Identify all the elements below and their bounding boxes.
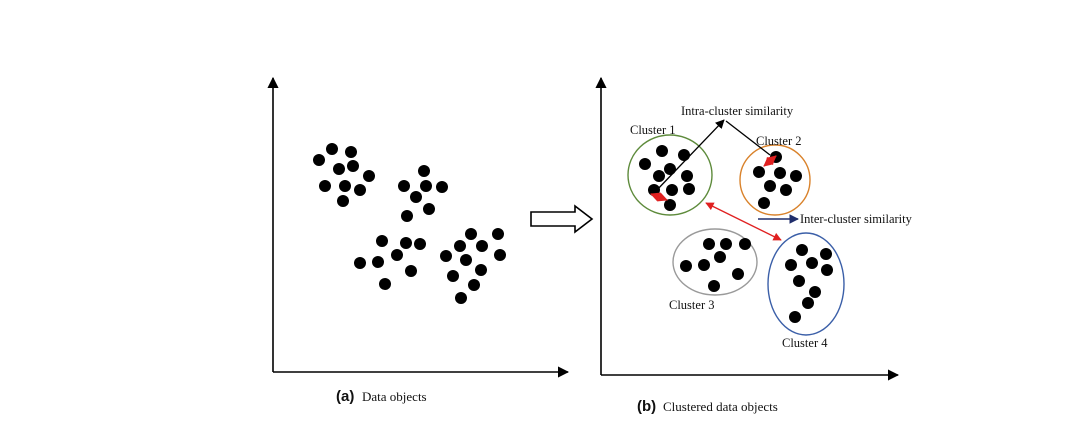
cluster-4-outline: [767, 232, 845, 336]
panel-a: (a) Data objects: [267, 76, 570, 405]
inter-cluster-label: Inter-cluster similarity: [800, 212, 913, 226]
cluster-1-label: Cluster 1: [630, 123, 675, 137]
panel-a-point-4: [333, 163, 345, 175]
panel-b-point-2: [678, 149, 690, 161]
panel-a-point-24: [405, 265, 417, 277]
panel-b-point-21: [714, 251, 726, 263]
panel-a-point-14: [436, 181, 448, 193]
panel-b-point-3: [639, 158, 651, 170]
panel-b-point-30: [821, 264, 833, 276]
panel-b-caption-text: Clustered data objects: [663, 399, 778, 414]
panel-a-point-21: [391, 249, 403, 261]
panel-a-point-19: [400, 237, 412, 249]
panel-a-caption-letter: (a): [336, 388, 354, 405]
panel-b-axes: [595, 76, 900, 381]
intra-distance-marker-cluster-2: [763, 155, 777, 167]
intra-connector-cluster-1: [654, 119, 725, 193]
panel-a-point-20: [414, 238, 426, 250]
panel-a-point-10: [337, 195, 349, 207]
panel-a-point-22: [354, 257, 366, 269]
panel-b-point-32: [809, 286, 821, 298]
panel-a-point-9: [354, 184, 366, 196]
panel-b-point-22: [698, 259, 710, 271]
panel-b-point-15: [764, 180, 776, 192]
panel-a-point-12: [398, 180, 410, 192]
panel-b-point-14: [790, 170, 802, 182]
panel-a-point-3: [345, 146, 357, 158]
panel-b-point-31: [793, 275, 805, 287]
panel-b-point-25: [708, 280, 720, 292]
panel-a-point-31: [440, 250, 452, 262]
cluster-3-label: Cluster 3: [669, 298, 714, 312]
panel-b-point-17: [758, 197, 770, 209]
cluster-2-label: Cluster 2: [756, 134, 801, 148]
panel-a-axes: [267, 76, 570, 378]
intra-cluster-connectors: [654, 119, 771, 193]
panel-a-point-8: [339, 180, 351, 192]
panel-a-point-25: [379, 278, 391, 290]
intra-cluster-label: Intra-cluster similarity: [681, 104, 794, 118]
panel-a-point-7: [319, 180, 331, 192]
panel-a-point-23: [372, 256, 384, 268]
panel-b-point-28: [785, 259, 797, 271]
panel-a-caption-text: Data objects: [362, 389, 427, 404]
panel-a-point-30: [494, 249, 506, 261]
panel-a-point-16: [423, 203, 435, 215]
panel-b-point-7: [648, 184, 660, 196]
panel-b-point-23: [680, 260, 692, 272]
inter-cluster-double-arrow: [705, 202, 782, 241]
panel-b-point-27: [820, 248, 832, 260]
panel-a-point-13: [420, 180, 432, 192]
panel-b-point-5: [681, 170, 693, 182]
panel-b-point-1: [656, 145, 668, 157]
panel-a-point-34: [447, 270, 459, 282]
panel-a-point-1: [326, 143, 338, 155]
panel-b-point-10: [664, 199, 676, 211]
panel-b-point-20: [739, 238, 751, 250]
panel-b-point-9: [683, 183, 695, 195]
panel-a-point-32: [460, 254, 472, 266]
panel-a-point-27: [454, 240, 466, 252]
panel-a-point-6: [363, 170, 375, 182]
panel-b: Intra-cluster similarity Inter-cluster s…: [595, 76, 913, 415]
panel-a-point-17: [401, 210, 413, 222]
panel-a-point-2: [313, 154, 325, 166]
panel-b-point-16: [780, 184, 792, 196]
panel-a-point-5: [347, 160, 359, 172]
panel-a-point-29: [492, 228, 504, 240]
panel-b-point-12: [753, 166, 765, 178]
hollow-right-arrow-icon: [530, 204, 594, 234]
panel-a-point-15: [410, 191, 422, 203]
cluster-4-label: Cluster 4: [782, 336, 828, 350]
panel-b-point-6: [653, 170, 665, 182]
panel-a-point-35: [468, 279, 480, 291]
panel-b-point-19: [720, 238, 732, 250]
panel-b-point-34: [789, 311, 801, 323]
cluster-1-outline: [627, 134, 713, 216]
intra-connector-cluster-2: [725, 120, 771, 156]
panel-b-point-18: [703, 238, 715, 250]
intra-distance-marker-cluster-1: [650, 192, 668, 202]
intra-distance-markers: [650, 155, 777, 202]
panel-b-point-29: [806, 257, 818, 269]
panel-b-point-4: [664, 163, 676, 175]
panel-a-point-36: [455, 292, 467, 304]
panel-a-points: [313, 143, 506, 304]
panel-a-point-11: [418, 165, 430, 177]
panel-b-point-33: [802, 297, 814, 309]
panel-a-point-33: [475, 264, 487, 276]
panel-b-point-26: [796, 244, 808, 256]
panel-a-point-18: [376, 235, 388, 247]
panel-b-point-8: [666, 184, 678, 196]
panel-b-caption-letter: (b): [637, 398, 656, 415]
panel-b-point-13: [774, 167, 786, 179]
panel-b-point-24: [732, 268, 744, 280]
panel-a-point-28: [476, 240, 488, 252]
panel-a-point-26: [465, 228, 477, 240]
